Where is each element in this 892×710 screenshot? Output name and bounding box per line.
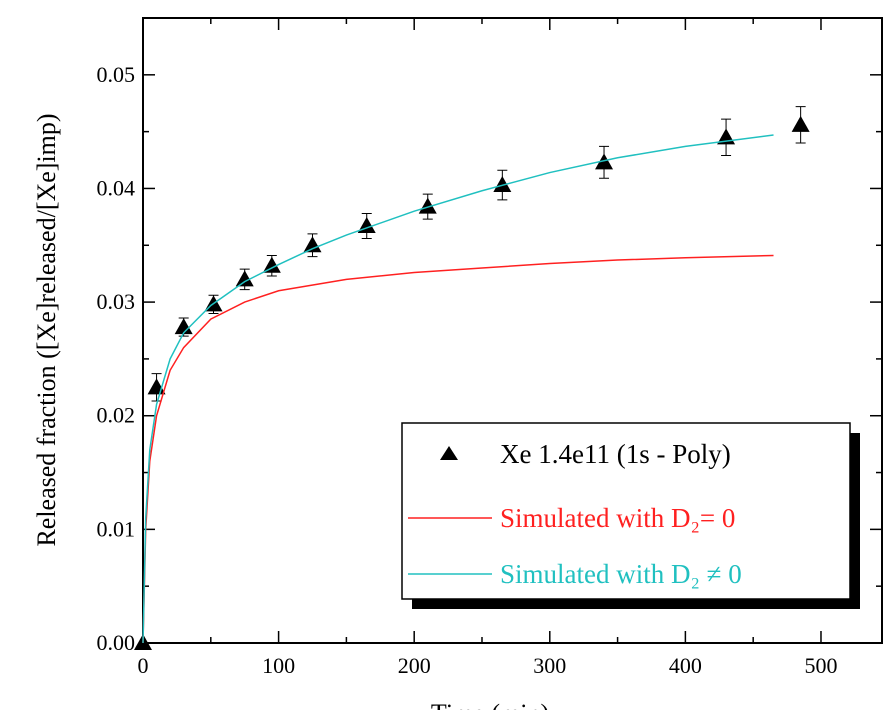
- y-tick-label: 0.05: [97, 62, 136, 87]
- x-tick-label: 100: [262, 653, 295, 678]
- legend-label: Simulated with D₂ ≠ 0: [500, 559, 742, 589]
- marker: [235, 270, 254, 287]
- plot-frame: [142, 17, 883, 644]
- x-axis-label: Time (min): [431, 699, 549, 710]
- marker: [493, 176, 512, 193]
- marker: [418, 197, 437, 214]
- y-axis-label: Released fraction ([Xe]released/[Xe]imp): [32, 113, 61, 546]
- curve: [142, 134, 774, 644]
- legend-label: Xe 1.4e11 (1s - Poly): [500, 439, 731, 469]
- y-tick-label: 0.02: [97, 403, 136, 428]
- x-tick-label: 400: [669, 653, 702, 678]
- x-tick-label: 500: [804, 653, 837, 678]
- marker: [174, 318, 193, 335]
- curve: [142, 254, 774, 644]
- legend-marker: [440, 446, 458, 460]
- marker: [791, 115, 810, 132]
- x-tick-label: 300: [533, 653, 566, 678]
- x-tick-label: 0: [138, 653, 149, 678]
- y-tick-label: 0.04: [97, 175, 136, 200]
- x-tick-label: 200: [398, 653, 431, 678]
- y-tick-label: 0.03: [97, 289, 136, 314]
- marker: [303, 236, 322, 253]
- y-tick-label: 0.01: [97, 516, 136, 541]
- y-tick-label: 0.00: [97, 630, 136, 655]
- legend-label: Simulated with D₂= 0: [500, 503, 735, 533]
- legend-box: [401, 422, 851, 600]
- marker: [262, 256, 281, 273]
